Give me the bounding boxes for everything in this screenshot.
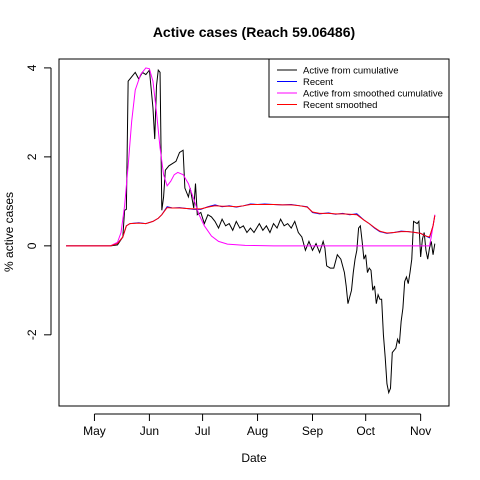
y-ticks: -2 0 2 4 bbox=[25, 64, 52, 340]
legend-box bbox=[268, 58, 450, 118]
series-layer bbox=[66, 67, 436, 395]
x-tick-label: Oct bbox=[356, 424, 375, 438]
legend-label-recent-smoothed: Recent smoothed bbox=[303, 100, 377, 111]
x-axis-label: Date bbox=[241, 451, 267, 465]
x-tick-label: Aug bbox=[247, 424, 268, 438]
chart-title: Active cases (Reach 59.06486) bbox=[153, 24, 355, 40]
y-tick-label: 0 bbox=[25, 242, 39, 249]
x-tick-label: Sep bbox=[302, 424, 324, 438]
series-line-active-from-cumulative bbox=[66, 68, 436, 395]
x-tick-label: Nov bbox=[410, 424, 431, 438]
y-tick-label: 2 bbox=[25, 153, 39, 160]
legend-label-recent: Recent bbox=[303, 77, 333, 88]
x-tick-label: May bbox=[83, 424, 106, 438]
y-axis-label: % active cases bbox=[2, 192, 16, 272]
series-line-recent-smoothed bbox=[66, 203, 436, 247]
series-line-active-from-smoothed-cumulative bbox=[66, 67, 436, 247]
legend-label-active-from-smoothed-cumulative: Active from smoothed cumulative bbox=[303, 89, 443, 100]
y-tick-label: 4 bbox=[25, 64, 39, 71]
x-ticks: May Jun Jul Aug Sep Oct Nov bbox=[83, 413, 431, 438]
plot-frame bbox=[58, 58, 450, 407]
legend-label-active-from-cumulative: Active from cumulative bbox=[303, 66, 399, 77]
x-tick-label: Jun bbox=[140, 424, 159, 438]
y-tick-label: -2 bbox=[25, 329, 39, 340]
x-tick-label: Jul bbox=[195, 424, 210, 438]
